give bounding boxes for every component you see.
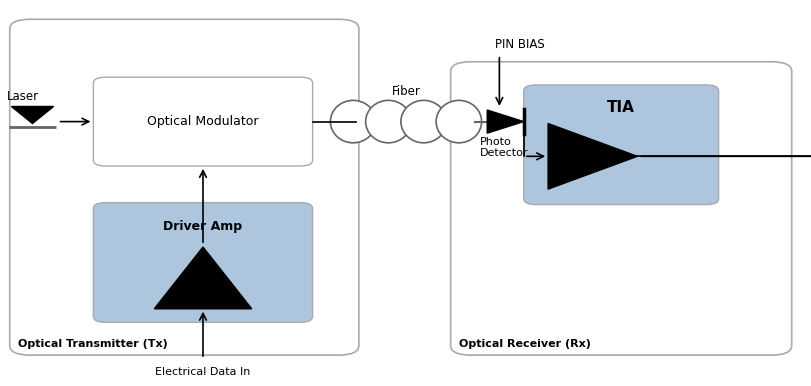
Text: PIN BIAS: PIN BIAS (495, 38, 544, 51)
Text: Driver Amp: Driver Amp (163, 220, 242, 233)
Ellipse shape (330, 100, 375, 143)
Ellipse shape (401, 100, 446, 143)
Text: TIA: TIA (607, 100, 634, 115)
FancyBboxPatch shape (93, 203, 312, 322)
Text: Photo
Detector: Photo Detector (479, 137, 528, 158)
Polygon shape (487, 110, 523, 133)
Ellipse shape (436, 100, 481, 143)
Text: Electrical Data In: Electrical Data In (155, 367, 251, 377)
Polygon shape (11, 107, 54, 124)
Polygon shape (154, 247, 251, 309)
Text: Optical Modulator: Optical Modulator (147, 115, 259, 128)
FancyBboxPatch shape (523, 85, 718, 205)
Text: Optical Receiver (Rx): Optical Receiver (Rx) (458, 339, 590, 349)
FancyBboxPatch shape (10, 19, 358, 355)
Text: Fiber: Fiber (391, 85, 420, 98)
Polygon shape (547, 124, 637, 189)
FancyBboxPatch shape (450, 62, 791, 355)
Text: Laser: Laser (7, 90, 39, 103)
FancyBboxPatch shape (93, 77, 312, 166)
Ellipse shape (365, 100, 410, 143)
Text: Optical Transmitter (Tx): Optical Transmitter (Tx) (18, 339, 167, 349)
